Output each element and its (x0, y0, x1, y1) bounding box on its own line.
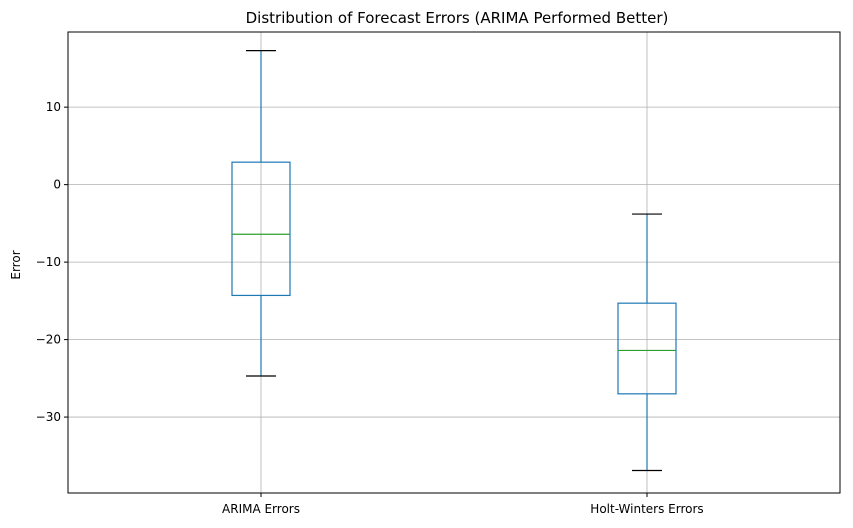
iqr-box (617, 302, 677, 395)
y-tick-label: 10 (46, 100, 61, 114)
box-group (617, 213, 677, 472)
grid-lines (68, 32, 840, 493)
y-tick-label: 0 (53, 178, 61, 192)
x-tick-label: Holt-Winters Errors (590, 502, 703, 516)
y-tick-label: −10 (36, 255, 61, 269)
y-tick-label: −30 (36, 410, 61, 424)
iqr-box (231, 161, 291, 297)
y-tick-label: −20 (36, 333, 61, 347)
y-axis-ticks: −30 −20 −10 0 10 (36, 100, 68, 424)
y-axis-label: Error (9, 250, 23, 279)
x-tick-label: ARIMA Errors (222, 502, 300, 516)
box-group (231, 49, 291, 377)
box-series (231, 49, 677, 472)
chart-title: Distribution of Forecast Errors (ARIMA P… (246, 9, 669, 27)
x-axis-ticks: ARIMA Errors Holt-Winters Errors (222, 493, 704, 516)
